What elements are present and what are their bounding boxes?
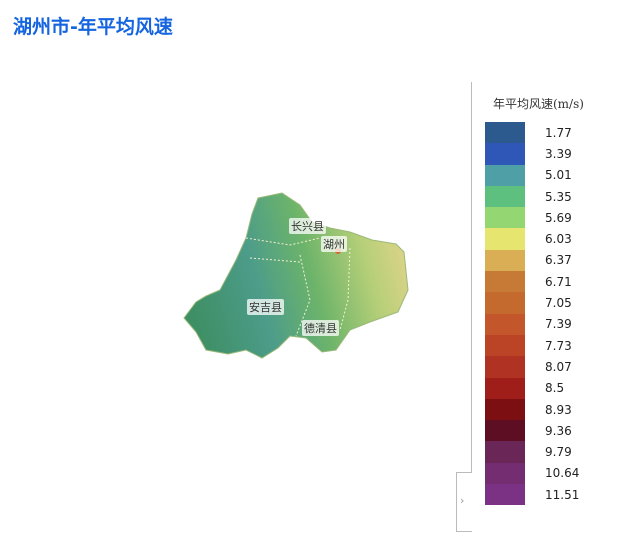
legend-item: 5.69 — [485, 207, 579, 229]
legend-value: 5.01 — [545, 168, 572, 183]
legend-swatch — [485, 377, 525, 399]
legend-value: 10.64 — [545, 466, 580, 481]
legend-item: 5.01 — [485, 164, 579, 186]
legend-value: 11.51 — [545, 487, 580, 502]
legend-value: 7.39 — [545, 317, 572, 332]
map-region — [183, 192, 409, 359]
legend-swatch — [485, 292, 525, 314]
legend-title: 年平均风速(m/s) — [493, 97, 584, 111]
legend-swatch — [485, 228, 525, 250]
chevron-right-icon[interactable]: › — [460, 494, 465, 507]
legend-item: 3.39 — [485, 143, 579, 165]
legend-swatch — [485, 249, 525, 272]
legend-swatch — [485, 441, 525, 463]
legend-item: 6.03 — [485, 228, 579, 250]
legend-item: 8.93 — [485, 398, 579, 421]
legend-swatch — [485, 185, 525, 208]
legend-value: 8.5 — [545, 381, 565, 396]
legend: 1.77 3.39 5.01 5.35 5.69 6.03 6.37 6.71 7.05 7.39… — [485, 122, 580, 506]
legend-swatch — [485, 462, 525, 485]
legend-item: 6.37 — [485, 249, 579, 272]
legend-item: 8.5 — [485, 377, 579, 399]
legend-item: 7.05 — [485, 292, 579, 314]
legend-swatch — [485, 420, 525, 442]
legend-value: 9.36 — [545, 423, 572, 438]
page-title: 湖州市-年平均风速 — [13, 16, 173, 38]
legend-value: 7.05 — [545, 296, 572, 311]
legend-value: 5.69 — [545, 210, 572, 225]
legend-value: 3.39 — [545, 146, 572, 161]
panel-toggle[interactable] — [456, 472, 472, 532]
legend-value: 7.73 — [545, 338, 572, 353]
legend-swatch — [485, 271, 525, 293]
legend-frame — [471, 82, 472, 472]
map-label-huzhou: 湖州 — [321, 236, 347, 252]
legend-value: 8.93 — [545, 402, 572, 417]
legend-value: 8.07 — [545, 359, 572, 374]
legend-value: 9.79 — [545, 445, 572, 460]
legend-swatch — [485, 207, 525, 229]
legend-value: 5.35 — [545, 189, 572, 204]
legend-swatch — [485, 122, 525, 144]
legend-swatch — [485, 143, 525, 165]
legend-item: 5.35 — [485, 185, 579, 208]
legend-swatch — [485, 313, 525, 335]
legend-swatch — [485, 398, 525, 421]
legend-item: 7.73 — [485, 334, 579, 357]
legend-swatch — [485, 334, 525, 357]
legend-item: 8.07 — [485, 356, 579, 378]
legend-item: 7.39 — [485, 313, 579, 335]
map-label-changxing: 长兴县 — [289, 218, 326, 234]
county-boundary — [245, 237, 351, 337]
legend-item: 11.51 — [485, 484, 580, 506]
legend-swatch — [485, 356, 525, 378]
legend-item: 6.71 — [485, 271, 579, 293]
legend-item: 10.64 — [485, 462, 580, 485]
legend-item: 1.77 — [485, 122, 579, 144]
legend-item: 9.79 — [485, 441, 579, 463]
legend-item: 9.36 — [485, 420, 579, 442]
legend-value: 6.37 — [545, 253, 572, 268]
legend-value: 6.03 — [545, 232, 572, 247]
map-label-anji: 安吉县 — [247, 299, 284, 315]
legend-value: 1.77 — [545, 125, 572, 140]
legend-swatch — [485, 164, 525, 186]
legend-swatch — [485, 484, 525, 506]
legend-value: 6.71 — [545, 274, 572, 289]
map-label-deqing: 德清县 — [302, 320, 339, 336]
